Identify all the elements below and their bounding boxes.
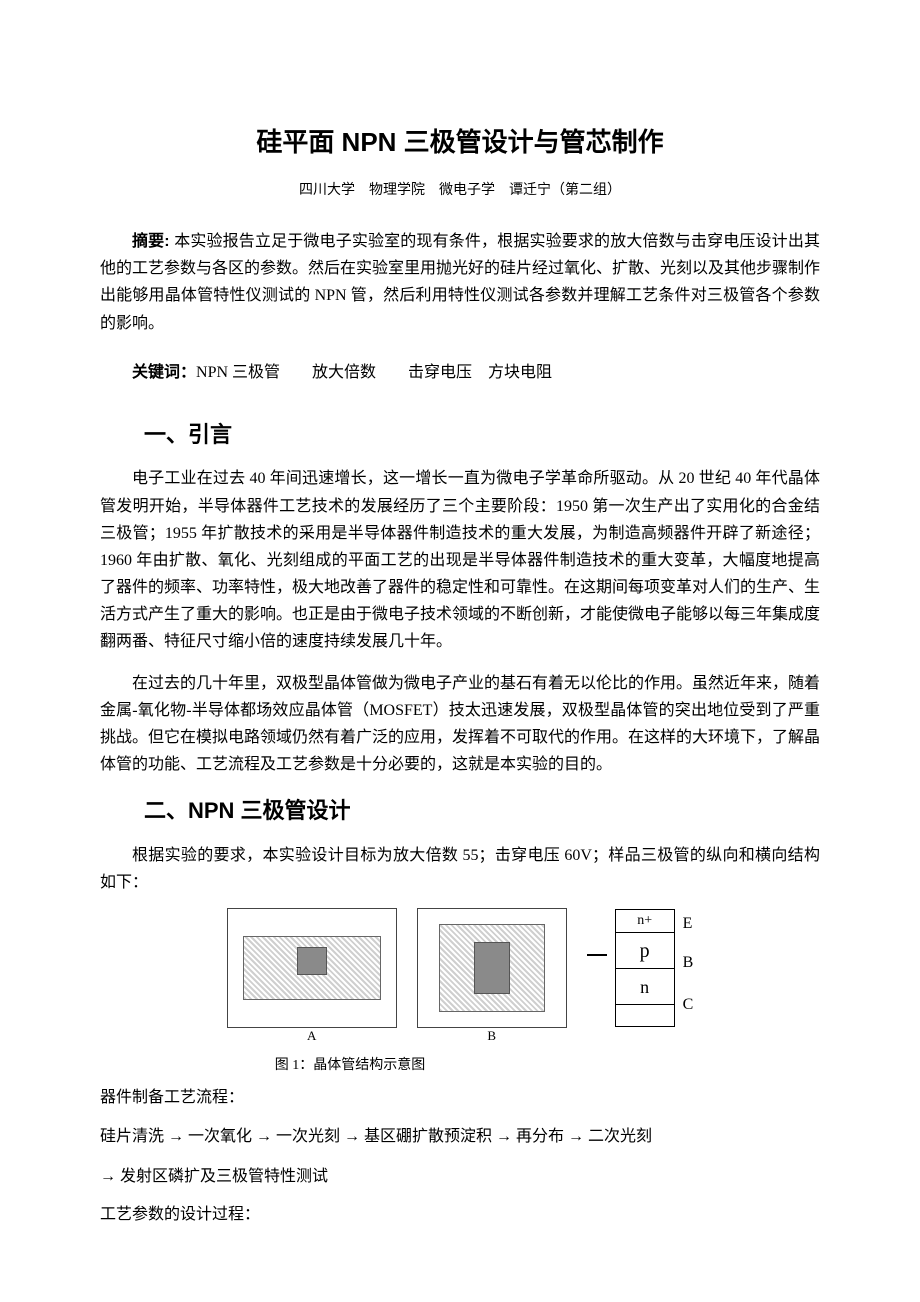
mask-a-hatched [243, 936, 381, 1000]
figure-1: A B n+ p n E B C [100, 908, 820, 1028]
keywords: 关键词：NPN 三极管 放大倍数 击穿电压 方块电阻 [100, 359, 820, 386]
document-page: 硅平面 NPN 三极管设计与管芯制作 四川大学 物理学院 微电子学 谭迁宁（第二… [0, 0, 920, 1298]
layer-nplus: n+ [616, 910, 674, 932]
pin-b: B [683, 949, 694, 976]
abstract: 摘要: 本实验报告立足于微电子实验室的现有条件，根据实验要求的放大倍数与击穿电压… [100, 228, 820, 337]
pin-e: E [683, 910, 694, 937]
mask-b-label: B [487, 1025, 496, 1047]
params-label: 工艺参数的设计过程： [100, 1201, 820, 1228]
section1-para2: 在过去的几十年里，双极型晶体管做为微电子产业的基石有着无以伦比的作用。虽然近年来… [100, 670, 820, 779]
mask-b-box: B [417, 908, 567, 1028]
mask-b-inner [474, 942, 510, 994]
mask-a-box: A [227, 908, 397, 1028]
layer-blank [616, 1004, 674, 1026]
section2-para1: 根据实验的要求，本实验设计目标为放大倍数 55；击穿电压 60V；样品三极管的纵… [100, 842, 820, 896]
flow-line1: 硅片清洗 → 一次氧化 → 一次光刻 → 基区硼扩散预淀积 → 再分布 → 二次… [100, 1121, 820, 1153]
figure-1-caption: 图 1：晶体管结构示意图 [100, 1054, 820, 1078]
mask-a-label: A [307, 1025, 316, 1047]
layer-n: n [616, 968, 674, 1004]
flow-line2: → 发射区磷扩及三极管特性测试 [100, 1161, 820, 1193]
mask-a-inner [297, 947, 327, 975]
keywords-label: 关键词： [132, 364, 196, 381]
section1-heading: 一、引言 [144, 416, 820, 453]
mask-b-hatched [439, 924, 545, 1012]
pin-c: C [683, 991, 694, 1018]
layer-p: p [616, 932, 674, 968]
stack-tick [587, 954, 607, 956]
layer-stack-group: n+ p n E B C [587, 909, 694, 1027]
author-line: 四川大学 物理学院 微电子学 谭迁宁（第二组） [100, 178, 820, 202]
pin-labels: E B C [683, 910, 694, 1026]
flow-label: 器件制备工艺流程： [100, 1084, 820, 1111]
layer-stack: n+ p n [615, 909, 675, 1027]
abstract-text: 本实验报告立足于微电子实验室的现有条件，根据实验要求的放大倍数与击穿电压设计出其… [100, 233, 820, 332]
page-title: 硅平面 NPN 三极管设计与管芯制作 [100, 120, 820, 164]
section2-heading: 二、NPN 三极管设计 [144, 792, 820, 829]
keywords-text: NPN 三极管 放大倍数 击穿电压 方块电阻 [196, 364, 552, 381]
abstract-label: 摘要: [132, 233, 174, 250]
section1-para1: 电子工业在过去 40 年间迅速增长，这一增长一直为微电子学革命所驱动。从 20 … [100, 465, 820, 655]
